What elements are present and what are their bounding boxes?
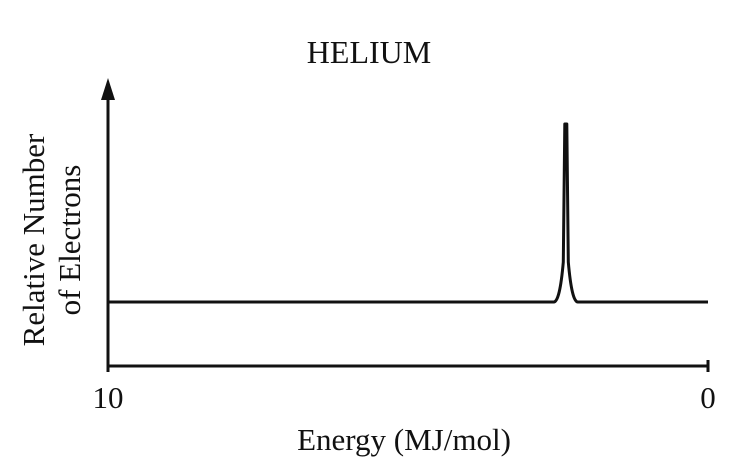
chart-title: HELIUM [306,34,432,70]
spectrum-line [108,122,708,304]
x-tick-label-0: 0 [700,380,716,415]
x-tick-label-10: 10 [92,380,124,415]
y-axis-arrowhead [101,78,115,100]
x-axis-label: Energy (MJ/mol) [297,422,511,457]
